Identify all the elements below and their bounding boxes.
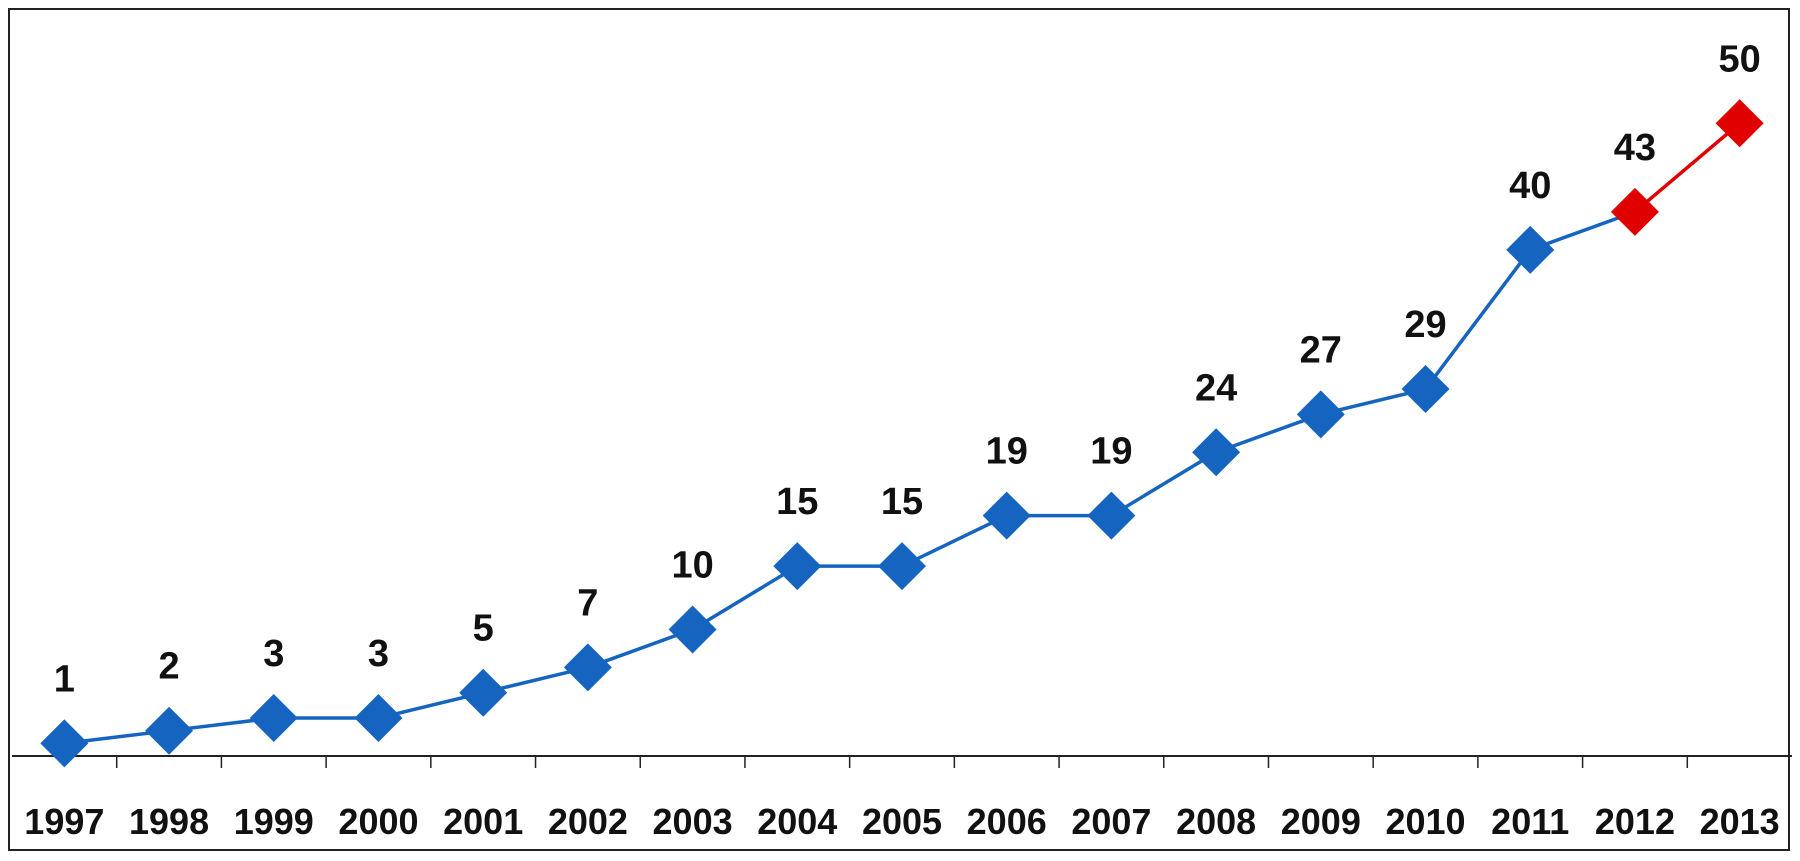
data-label: 29	[1404, 304, 1446, 346]
chart-frame	[8, 8, 1790, 851]
data-point-marker	[982, 491, 1031, 540]
x-tick-label: 2010	[1385, 801, 1465, 842]
data-label: 7	[577, 582, 598, 624]
series-line-segment	[1633, 121, 1742, 214]
x-tick-label: 1998	[129, 801, 209, 842]
data-label: 43	[1614, 127, 1656, 169]
x-tick-label: 2013	[1700, 801, 1780, 842]
x-tick-label: 2005	[862, 801, 942, 842]
x-tick-label: 2004	[757, 801, 837, 842]
data-label: 1	[54, 658, 75, 700]
data-point-marker	[878, 542, 926, 591]
x-tick-label: 2012	[1595, 801, 1675, 842]
data-label: 50	[1719, 38, 1761, 80]
data-label: 19	[1090, 431, 1132, 473]
data-point-marker	[563, 643, 612, 692]
series-line-segment	[690, 564, 800, 632]
data-label: 15	[776, 481, 818, 523]
data-point-marker	[40, 719, 89, 768]
data-label: 27	[1300, 329, 1342, 371]
data-point-marker	[354, 694, 403, 743]
data-label-layer: 1 2 3 3 5 7 10 15 15 19 19 24 27 29 40 43 50	[54, 38, 1761, 700]
data-label: 19	[986, 431, 1028, 473]
data-point-marker	[459, 668, 508, 717]
data-label: 15	[881, 481, 923, 523]
x-tick-label: 2006	[967, 801, 1047, 842]
data-point-marker	[1401, 365, 1450, 414]
series-line-segment	[1423, 248, 1532, 391]
x-tick-label: 2000	[338, 801, 418, 842]
data-label: 24	[1195, 367, 1237, 409]
data-point-marker	[773, 542, 822, 591]
data-label: 40	[1509, 165, 1551, 207]
series-line-layer	[62, 121, 1742, 746]
x-tick-label: 2001	[443, 801, 523, 842]
data-point-marker	[249, 694, 298, 743]
data-label: 3	[368, 633, 389, 675]
tick-label-layer: 1997 1998 1999 2000 2001 2002 2003 2004 2005 2006…	[24, 801, 1779, 842]
x-tick-label: 1999	[234, 801, 314, 842]
data-point-marker	[1296, 390, 1345, 439]
data-point-marker	[145, 706, 194, 755]
series-line-segment	[900, 513, 1009, 568]
data-point-marker	[668, 605, 717, 654]
marker-layer	[40, 99, 1764, 768]
data-point-marker	[1192, 428, 1241, 477]
data-label: 2	[158, 646, 179, 688]
data-label: 5	[473, 608, 494, 650]
axis-layer	[12, 755, 1792, 768]
data-point-marker	[1610, 187, 1659, 236]
x-tick-label: 2009	[1281, 801, 1361, 842]
data-point-marker	[1715, 99, 1764, 148]
x-tick-label: 2002	[548, 801, 628, 842]
x-tick-label: 1997	[24, 801, 104, 842]
series-line-segment	[1109, 450, 1218, 518]
x-tick-label: 2007	[1071, 801, 1151, 842]
x-tick-label: 2008	[1176, 801, 1256, 842]
data-label: 3	[263, 633, 284, 675]
x-tick-label: 2011	[1491, 801, 1569, 842]
data-point-marker	[1506, 225, 1555, 274]
data-point-marker	[1087, 491, 1136, 540]
x-tick-label: 2003	[653, 801, 733, 842]
data-label: 10	[671, 544, 713, 586]
